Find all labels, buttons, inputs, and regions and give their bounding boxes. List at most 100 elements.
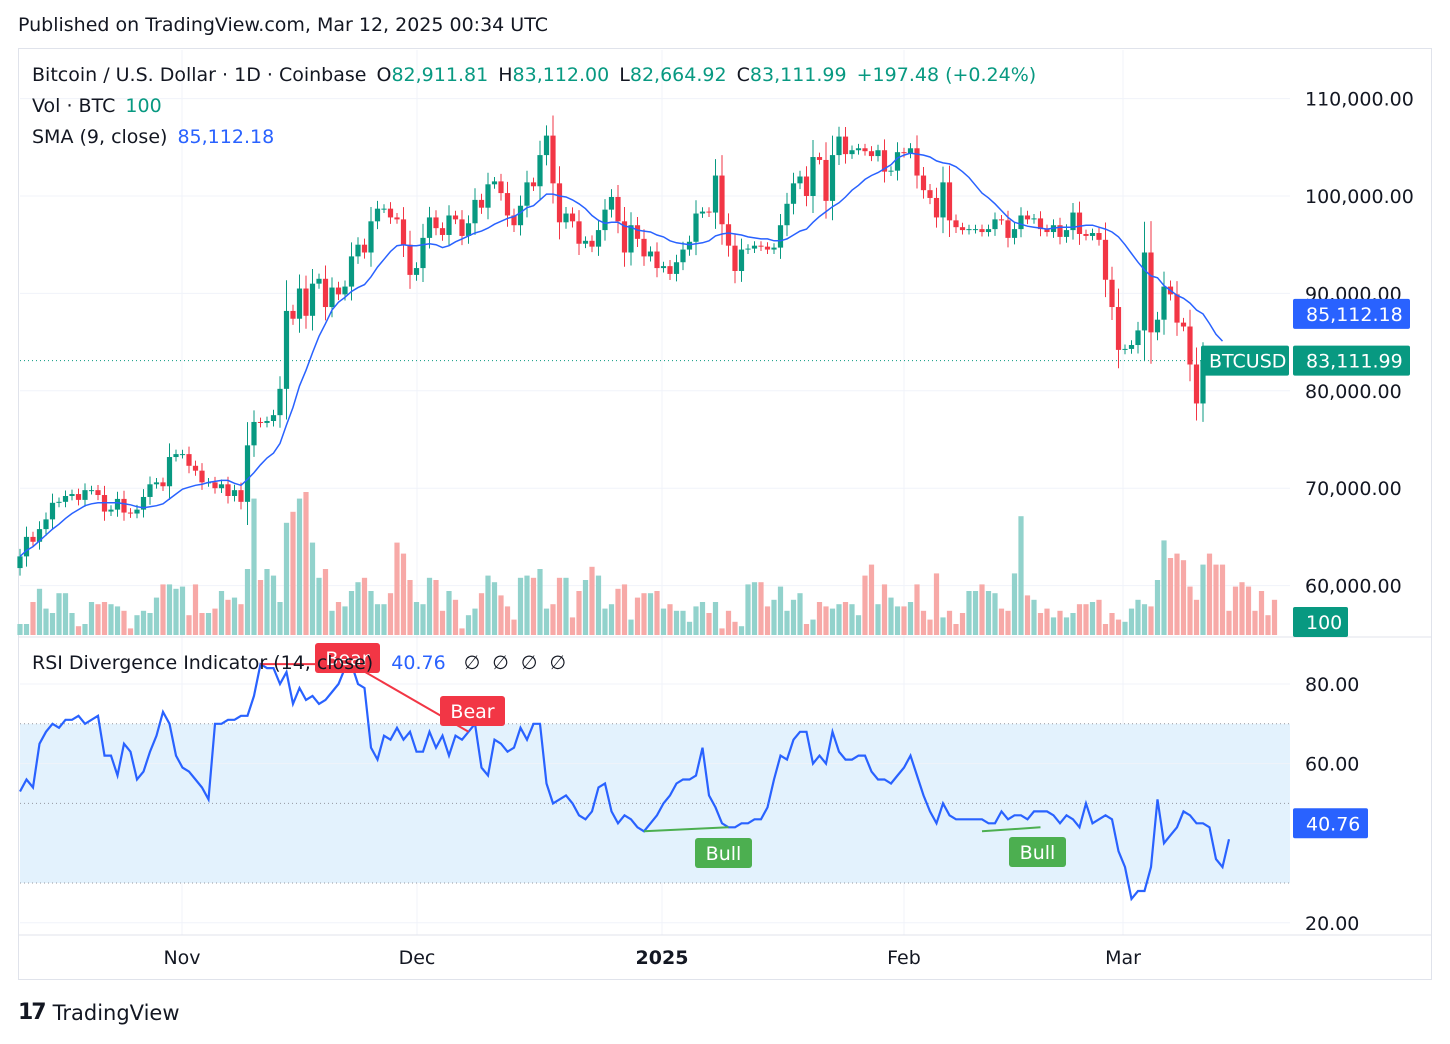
candle-body [1096, 233, 1102, 240]
candle-body [472, 199, 478, 224]
volume-bar [23, 624, 30, 635]
volume-bar [413, 602, 420, 635]
volume-bar [582, 580, 589, 635]
rsi-extra-values: ∅ ∅ ∅ ∅ [463, 652, 570, 674]
candle-body [1005, 220, 1011, 238]
volume-bar [602, 608, 608, 635]
volume-bar [355, 582, 361, 635]
bear-signal-label [315, 643, 380, 673]
candle-body [316, 278, 322, 284]
candle-body [1011, 229, 1018, 238]
time-axis-label: Dec [399, 947, 436, 969]
volume-bar [296, 498, 303, 635]
candle-body [946, 182, 953, 221]
candle-body [407, 244, 413, 275]
sma-label[interactable]: SMA (9, close) [32, 126, 168, 148]
candle-body [537, 155, 543, 187]
time-axis-label: Feb [887, 947, 921, 969]
volume-bar [134, 615, 140, 635]
candle-body [394, 217, 400, 220]
volume-bar [433, 580, 439, 635]
volume-bar [699, 602, 706, 635]
candle-body [875, 150, 881, 157]
candle-body [69, 494, 75, 496]
volume-bar [751, 582, 758, 635]
volume-bar [231, 597, 238, 635]
candle-body [426, 217, 433, 238]
volume-bar [777, 586, 784, 635]
candle-body [959, 227, 966, 231]
volume-bar [82, 624, 88, 635]
rsi-axis-label: 20.00 [1305, 913, 1359, 935]
candle-body [212, 482, 218, 489]
candle-body [231, 490, 238, 496]
rsi-label[interactable]: RSI Divergence Indicator (14, close) [32, 652, 374, 674]
rsi-value-tag [1293, 808, 1368, 839]
candle-body [615, 196, 621, 222]
candle-body [927, 190, 933, 198]
volume-bar [264, 569, 270, 635]
candle-body [810, 157, 816, 196]
volume-bar [127, 628, 134, 635]
candle-body [569, 213, 576, 222]
volume-bar [205, 613, 212, 635]
volume-bar [1115, 619, 1122, 635]
volume-bar [966, 591, 972, 635]
candle-body [348, 256, 355, 287]
volume-bar [615, 588, 621, 635]
candle-body [758, 245, 764, 247]
candle-body [732, 245, 738, 271]
volume-bar [1193, 599, 1200, 635]
candle-body [1070, 212, 1076, 231]
candle-body [1102, 239, 1109, 280]
tradingview-logo[interactable]: 17 TradingView [18, 1000, 180, 1025]
candle-body [478, 199, 485, 208]
candle-body [108, 509, 114, 512]
candle-body [459, 219, 465, 236]
candle-body [901, 152, 907, 154]
candle-body [868, 151, 875, 157]
volume-bar [1141, 604, 1148, 635]
candle-body [628, 225, 634, 253]
candle-body [608, 196, 615, 210]
volume-bar [329, 610, 335, 635]
volume-bar [1180, 560, 1187, 635]
volume-bar [537, 569, 543, 635]
volume-bar [634, 597, 641, 635]
volume-bar [186, 615, 192, 635]
candle-body [62, 495, 69, 502]
volume-bar [225, 599, 231, 635]
volume-legend: Vol · BTC 100 [32, 95, 166, 117]
candle-body [257, 421, 264, 423]
volume-bar [88, 602, 95, 635]
candle-body [524, 182, 530, 206]
bull-signal-label-text: Bull [1020, 842, 1056, 864]
candle-body [335, 287, 342, 295]
volume-bar [511, 619, 517, 635]
volume-label[interactable]: Vol · BTC [32, 95, 116, 117]
volume-bar [829, 608, 836, 635]
tradingview-logo-icon: 17 [18, 1000, 47, 1025]
volume-bar [940, 617, 946, 635]
volume-bar [589, 566, 595, 635]
symbol-title[interactable]: Bitcoin / U.S. Dollar · 1D · Coinbase [32, 64, 367, 86]
candle-body [641, 238, 647, 257]
candle-body [114, 498, 121, 510]
price-axis-label: 60,000.00 [1305, 576, 1402, 598]
volume-bar [1226, 610, 1232, 635]
candle-body [589, 240, 595, 247]
candle-body [420, 237, 426, 269]
low-value: 82,664.92 [629, 64, 727, 86]
volume-bar [270, 575, 277, 635]
volume-bar [1258, 591, 1265, 635]
volume-bar [472, 608, 478, 635]
volume-bar [1005, 610, 1011, 635]
candle-body [121, 498, 127, 513]
candle-body [680, 249, 686, 263]
candle-body [140, 496, 147, 510]
volume-bar [400, 553, 407, 635]
volume-bar [1083, 604, 1089, 635]
volume-bar [309, 542, 316, 635]
candle-body [251, 421, 257, 446]
